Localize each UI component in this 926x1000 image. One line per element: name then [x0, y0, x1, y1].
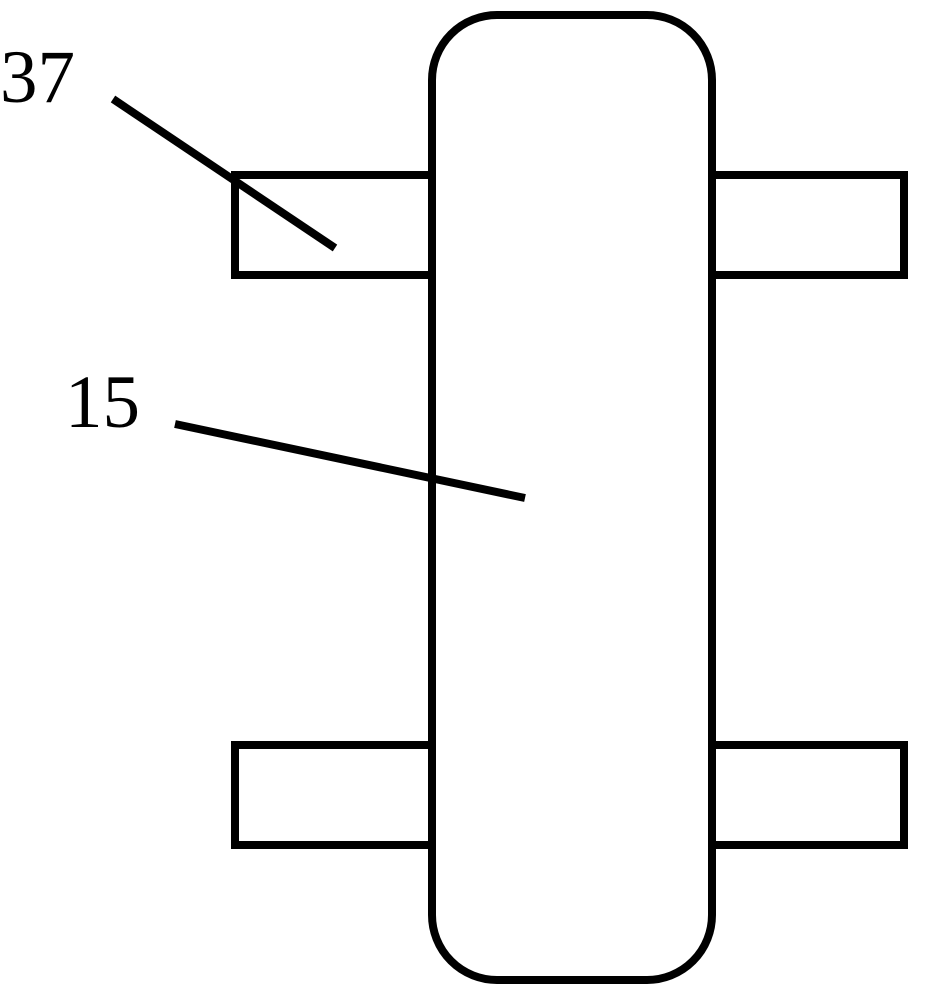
bottom-right-tab [712, 745, 904, 845]
top-left-tab [235, 175, 432, 275]
central-rounded-rect [432, 15, 712, 980]
label-15: 15 [65, 360, 140, 446]
diagram-canvas [0, 0, 926, 1000]
top-right-tab [712, 175, 904, 275]
bottom-left-tab [235, 745, 432, 845]
label-37: 37 [0, 35, 75, 121]
